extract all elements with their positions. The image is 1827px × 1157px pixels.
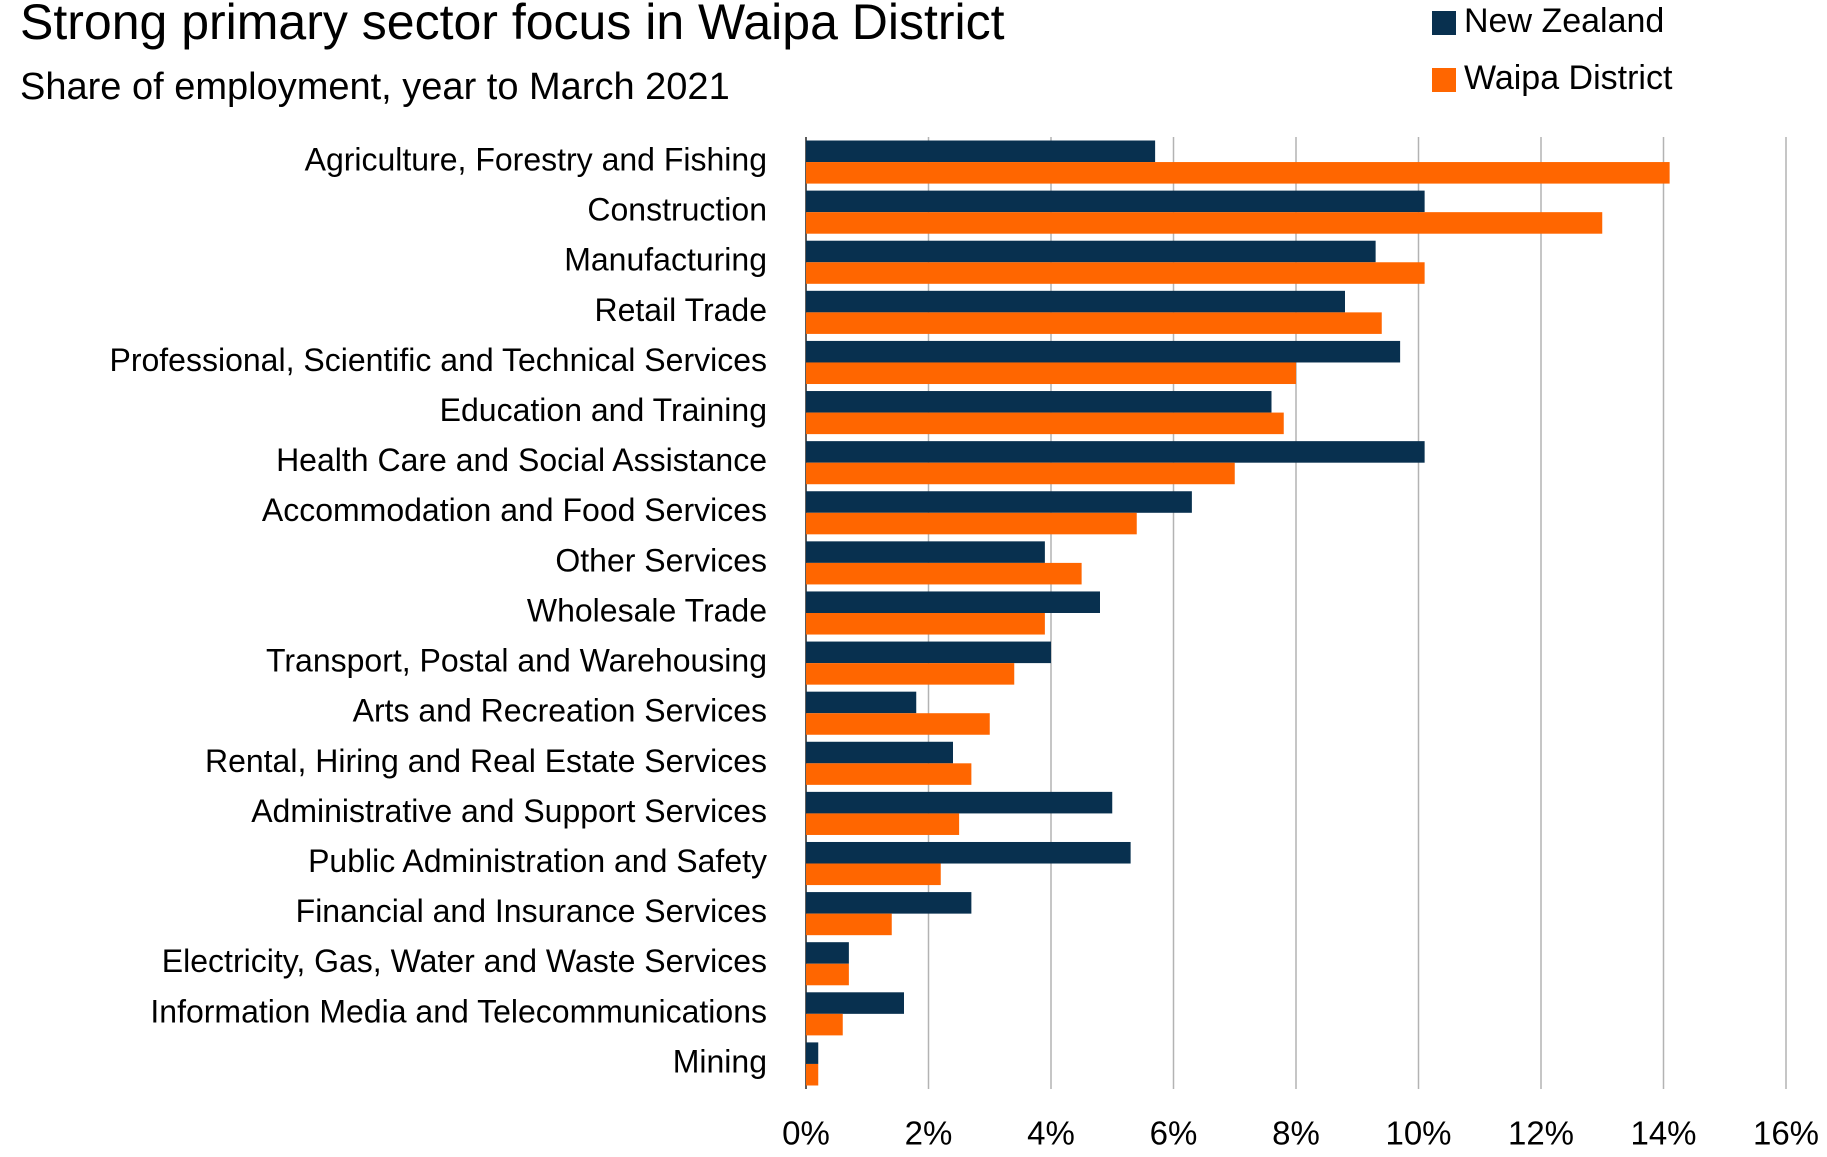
bar: [806, 491, 1192, 513]
legend-swatch: [1432, 11, 1456, 35]
y-tick-label: Transport, Postal and Warehousing: [266, 643, 767, 679]
x-tick-label: 6%: [1150, 1115, 1198, 1152]
bar: [806, 312, 1382, 334]
legend-swatch: [1432, 68, 1456, 92]
bar: [806, 1013, 843, 1036]
bar: [806, 1042, 819, 1064]
bar: [806, 963, 849, 986]
y-tick-label: Accommodation and Food Services: [262, 492, 767, 528]
y-tick-label: Other Services: [555, 542, 767, 578]
y-tick-label: Public Administration and Safety: [308, 843, 767, 879]
bar: [806, 541, 1045, 563]
bar: [806, 1063, 819, 1086]
x-tick-label: 4%: [1027, 1115, 1075, 1152]
bar: [806, 691, 917, 714]
bar: [806, 262, 1425, 284]
bar: [806, 942, 849, 964]
bar: [806, 462, 1235, 485]
bar: [806, 140, 1156, 163]
y-tick-label: Health Care and Social Assistance: [276, 442, 767, 478]
bar: [806, 791, 1113, 814]
bar: [806, 892, 972, 914]
chart-subtitle: Share of employment, year to March 2021: [20, 66, 730, 108]
bar: [806, 613, 1045, 635]
y-tick-label: Wholesale Trade: [527, 592, 767, 628]
y-tick-label: Retail Trade: [594, 292, 767, 328]
y-tick-label: Education and Training: [440, 392, 767, 428]
bar: [806, 813, 960, 835]
bar: [806, 512, 1137, 535]
legend-label: New Zealand: [1464, 2, 1664, 40]
bar: [806, 992, 904, 1014]
x-tick-label: 10%: [1385, 1115, 1451, 1152]
x-tick-label: 14%: [1630, 1115, 1696, 1152]
y-tick-label: Mining: [673, 1043, 767, 1079]
bar: [806, 562, 1082, 585]
bar: [806, 240, 1376, 263]
x-tick-label: 12%: [1508, 1115, 1574, 1152]
x-tick-label: 16%: [1753, 1115, 1819, 1152]
legend-label: Waipa District: [1464, 59, 1673, 97]
chart-title: Strong primary sector focus in Waipa Dis…: [20, 0, 1005, 50]
y-tick-label: Electricity, Gas, Water and Waste Servic…: [162, 943, 767, 979]
bar: [806, 162, 1670, 184]
y-tick-label: Administrative and Support Services: [251, 793, 767, 829]
bar: [806, 841, 1131, 864]
bar: [806, 641, 1051, 664]
bar: [806, 212, 1603, 234]
y-tick-label: Professional, Scientific and Technical S…: [109, 342, 767, 378]
y-tick-label: Agriculture, Forestry and Fishing: [305, 142, 767, 178]
x-tick-label: 0%: [782, 1115, 830, 1152]
bar: [806, 713, 990, 735]
bar: [806, 340, 1401, 363]
bar: [806, 763, 972, 785]
bar: [806, 391, 1272, 413]
x-tick-label: 2%: [905, 1115, 953, 1152]
bar: [806, 663, 1015, 685]
x-tick-label: 8%: [1272, 1115, 1320, 1152]
y-tick-label: Information Media and Telecommunications: [150, 993, 767, 1029]
y-tick-label: Financial and Insurance Services: [296, 893, 767, 929]
bar: [806, 741, 953, 764]
bar: [806, 412, 1284, 435]
bar: [806, 863, 941, 886]
bar: [806, 441, 1425, 463]
bar: [806, 190, 1425, 213]
bar: [806, 290, 1345, 313]
bar: [806, 591, 1100, 613]
bar: [806, 362, 1296, 385]
y-tick-label: Arts and Recreation Services: [353, 693, 767, 729]
y-tick-label: Construction: [587, 192, 767, 228]
y-tick-label: Rental, Hiring and Real Estate Services: [205, 743, 767, 779]
y-tick-label: Manufacturing: [564, 242, 767, 278]
bar: [806, 913, 892, 936]
